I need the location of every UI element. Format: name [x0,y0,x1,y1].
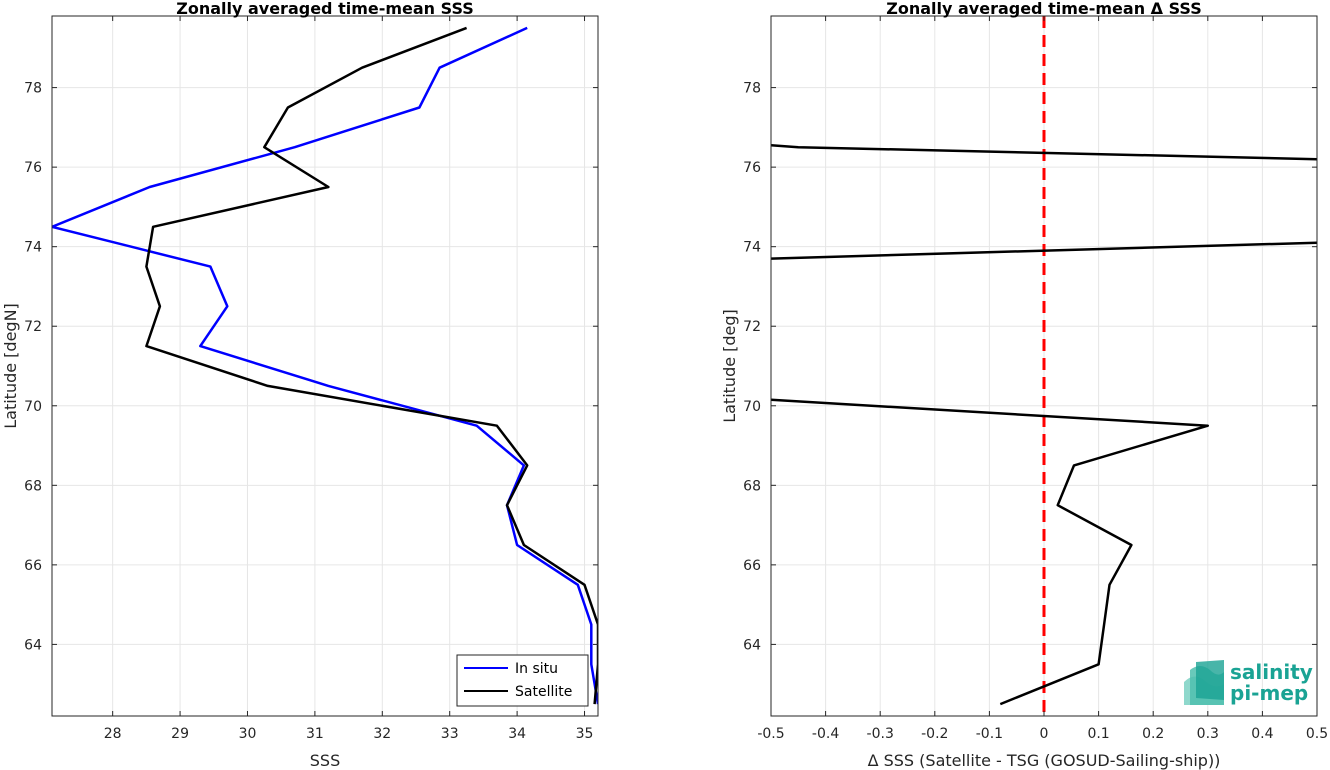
plot-area [52,16,598,716]
y-tick-label: 72 [743,319,761,335]
data-layer [771,16,1317,716]
y-tick-label: 74 [24,240,42,256]
y-tick-label: 64 [24,637,42,653]
series-line-in-situ [52,26,598,705]
x-tick-label: 35 [576,726,594,742]
legend-box [456,654,589,707]
x-tick-label: 29 [171,726,189,742]
legend-label-satellite: Satellite [515,684,572,700]
y-tick-label: 72 [24,319,42,335]
legend-label-in-situ: In situ [515,661,558,677]
series-line-2 [771,241,1317,260]
x-tick-label: 31 [306,726,324,742]
y-tick-label: 70 [24,399,42,415]
data-layer [52,26,598,705]
series-line-satellite [145,26,598,705]
y-axis-label: Latitude [degN] [1,303,20,429]
series-line-1 [771,144,1317,161]
x-tick-label: 34 [508,726,526,742]
y-tick-label: 76 [743,160,761,176]
chart-title: Zonally averaged time-mean Δ SSS [886,0,1202,18]
y-tick-label: 64 [743,637,761,653]
y-axis-label: Latitude [deg] [720,309,739,423]
x-tick-label: -0.4 [812,726,839,742]
x-tick-label: 0.3 [1197,726,1219,742]
y-tick-label: 66 [743,558,761,574]
y-tick-label: 78 [743,81,761,97]
ticks: -0.5 -0.4 -0.3 -0.2 -0.1 0 0.1 0.2 0.3 0.4 0.5 64 66… [743,16,1328,742]
x-tick-label: 0 [1040,726,1049,742]
series-line-3 [771,398,1210,706]
x-tick-label: 0.1 [1087,726,1109,742]
logo-mark-icon [1184,660,1224,705]
x-axis-label: SSS [310,751,340,770]
y-tick-label: 70 [743,399,761,415]
x-tick-label: 33 [441,726,459,742]
sss-panel: 28 29 30 31 32 33 34 35 64 66 68 70 72 74 76 78 Zonally… [1,0,599,770]
delta-sss-panel: -0.5 -0.4 -0.3 -0.2 -0.1 0 0.1 0.2 0.3 0.4 0.5 64 66… [720,0,1328,770]
y-tick-label: 74 [743,240,761,256]
x-tick-label: -0.1 [976,726,1003,742]
x-tick-label: 32 [373,726,391,742]
x-tick-label: -0.3 [867,726,894,742]
x-tick-label: 0.2 [1142,726,1164,742]
x-tick-label: 0.4 [1251,726,1273,742]
y-tick-label: 76 [24,160,42,176]
x-tick-label: 0.5 [1306,726,1328,742]
logo-text-line2: pi-mep [1230,681,1308,705]
axes-frame [51,15,599,717]
x-tick-label: 30 [239,726,257,742]
legend: In situ Satellite [456,654,589,707]
ticks: 28 29 30 31 32 33 34 35 64 66 68 70 72 74 76 78 [24,16,598,742]
x-tick-label: -0.5 [757,726,784,742]
y-tick-label: 68 [743,478,761,494]
salinity-pi-mep-logo: salinity pi-mep [1184,660,1313,705]
x-tick-label: 28 [104,726,122,742]
x-axis-label: Δ SSS (Satellite - TSG (GOSUD-Sailing-sh… [868,751,1221,770]
y-tick-label: 68 [24,478,42,494]
y-tick-label: 66 [24,558,42,574]
grid [52,16,598,716]
logo-text-line1: salinity [1230,660,1313,684]
chart-title: Zonally averaged time-mean SSS [176,0,474,18]
x-tick-label: -0.2 [921,726,948,742]
y-tick-label: 78 [24,81,42,97]
